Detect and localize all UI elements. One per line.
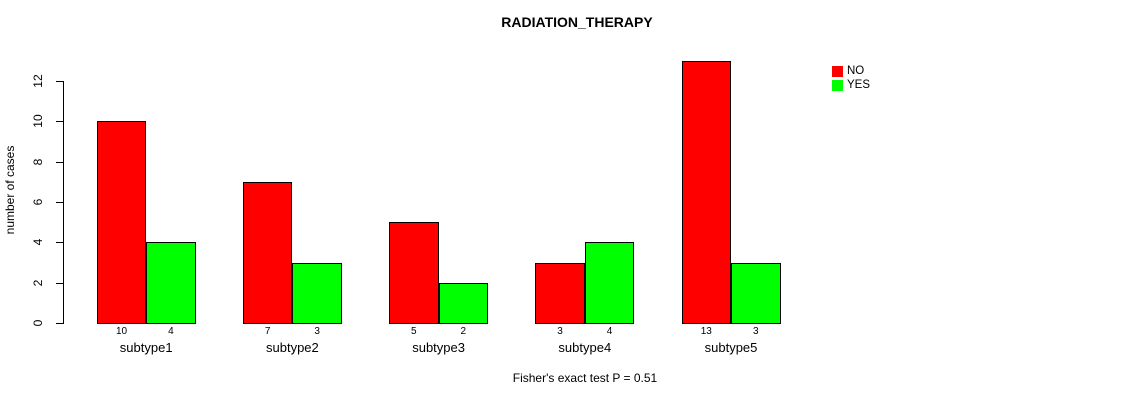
y-tick-label: 4	[31, 238, 45, 246]
y-tick	[56, 323, 63, 324]
y-tick	[56, 283, 63, 284]
bar-value-subtype1-yes: 4	[168, 326, 174, 337]
y-tick	[56, 162, 63, 163]
category-label-subtype4: subtype4	[558, 340, 612, 355]
bar-value-subtype5-yes: 3	[753, 326, 759, 337]
bar-subtype5-yes	[731, 262, 781, 324]
chart-title: RADIATION_THERAPY	[501, 14, 653, 30]
y-tick-label: 12	[31, 74, 45, 88]
legend-entry-yes: YES	[832, 79, 870, 91]
y-tick	[56, 202, 63, 203]
y-tick-label: 10	[31, 114, 45, 128]
bar-subtype2-no	[242, 181, 293, 324]
bar-value-subtype4-yes: 4	[606, 326, 613, 337]
category-label-subtype5: subtype5	[704, 340, 758, 355]
bar-value-subtype3-no: 5	[411, 326, 417, 337]
y-tick-label: 2	[31, 279, 45, 287]
legend-swatch-yes-icon	[832, 79, 843, 91]
y-axis	[63, 80, 64, 324]
bar-subtype3-no	[389, 222, 439, 324]
y-tick	[56, 81, 63, 82]
bar-subtype4-yes	[584, 242, 635, 324]
bar-value-subtype3-yes: 2	[460, 326, 467, 337]
bar-subtype3-yes	[438, 282, 489, 324]
bar-subtype4-no	[535, 262, 585, 324]
category-label-subtype1: subtype1	[119, 340, 173, 355]
legend-entry-no: NO	[832, 65, 870, 77]
legend-label-yes: YES	[847, 78, 871, 91]
bar-subtype5-no	[681, 60, 731, 324]
category-label-subtype3: subtype3	[412, 340, 465, 355]
y-tick-label: 8	[31, 158, 45, 166]
bar-value-subtype2-yes: 3	[314, 326, 320, 337]
bar-value-subtype5-no: 13	[700, 326, 712, 337]
bar-subtype2-yes	[292, 262, 342, 324]
y-tick	[56, 121, 63, 122]
category-label-subtype2: subtype2	[266, 340, 319, 355]
bar-subtype1-yes	[146, 242, 196, 324]
pvalue-annotation: Fisher's exact test P = 0.51	[512, 371, 658, 385]
bar-subtype1-no	[96, 121, 147, 324]
bar-value-subtype2-no: 7	[264, 326, 271, 337]
y-tick-label: 0	[31, 319, 45, 327]
legend: NO YES	[832, 65, 870, 93]
y-axis-label: number of cases	[3, 145, 17, 235]
legend-swatch-no-icon	[832, 65, 843, 77]
bar-value-subtype1-no: 10	[115, 326, 128, 337]
bar-value-subtype4-no: 3	[557, 326, 563, 337]
legend-label-no: NO	[847, 64, 865, 77]
y-tick	[56, 242, 63, 243]
y-tick-label: 6	[31, 198, 45, 206]
